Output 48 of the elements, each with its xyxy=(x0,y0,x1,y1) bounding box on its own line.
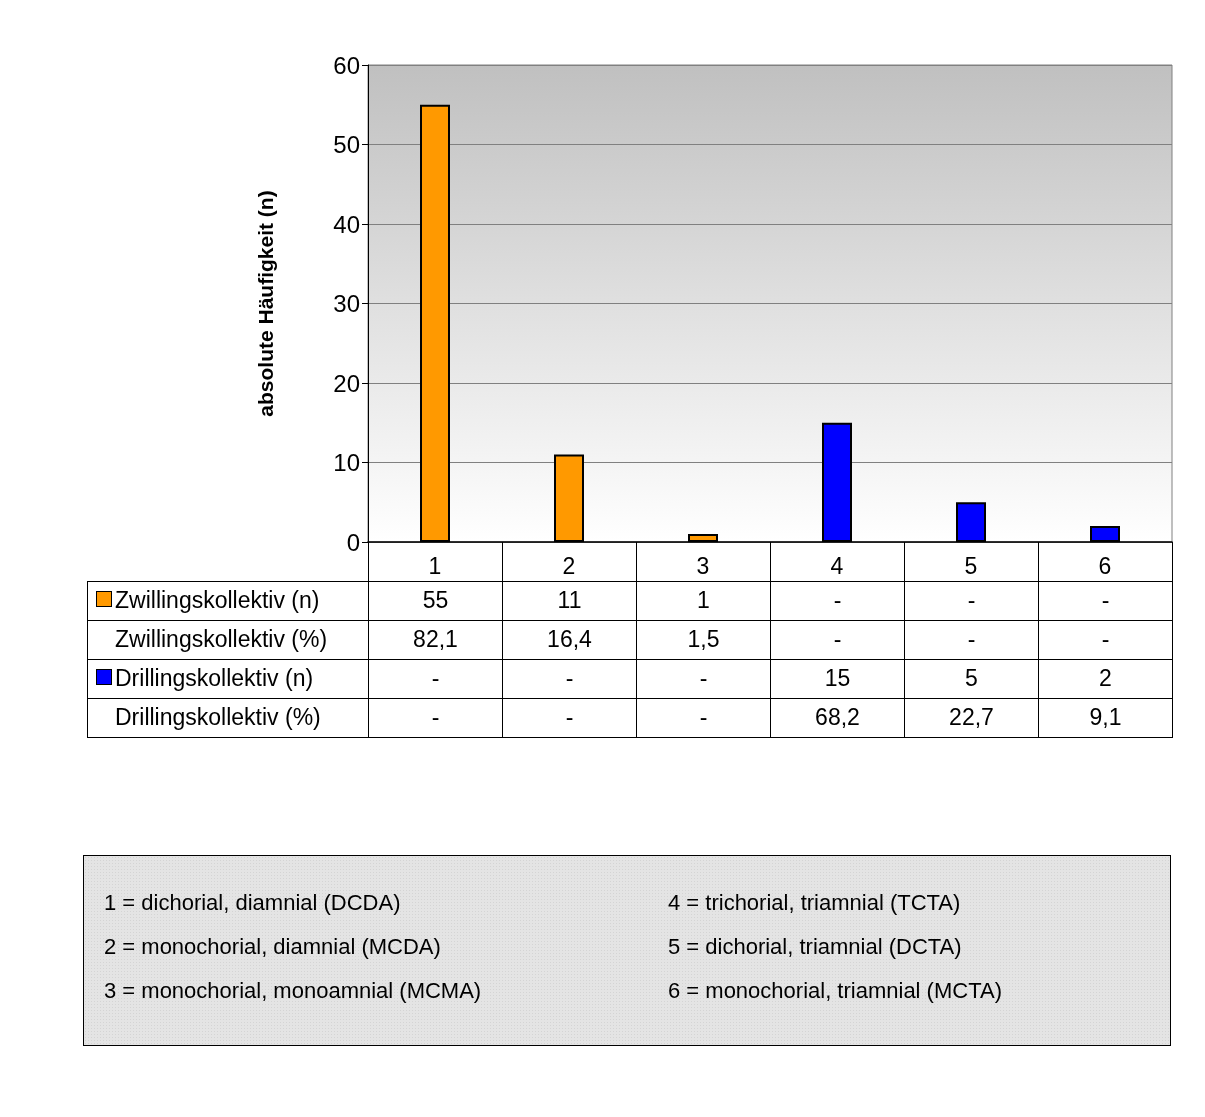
data-label: 11 xyxy=(502,581,637,620)
text: - xyxy=(699,665,708,691)
y-tick-label: 60 xyxy=(333,51,360,79)
text: - xyxy=(636,698,771,737)
legend-label: Zwillingskollektiv (n) xyxy=(87,581,369,620)
legend-label: Drillingskollektiv (n) xyxy=(87,659,369,698)
text: 3 = monochorial, monoamnial (MCMA) xyxy=(104,978,482,1004)
text: - xyxy=(833,587,842,613)
text: 9,1 xyxy=(1038,698,1173,737)
data-label: 1 xyxy=(636,581,771,620)
text: - xyxy=(770,620,905,659)
x-tick-label: 5 xyxy=(964,552,978,579)
text: 16,4 xyxy=(502,620,637,659)
text: 2 = monochorial, diamnial (MCDA) xyxy=(104,934,441,960)
text: - xyxy=(1038,620,1173,659)
x-tick-label: 6 xyxy=(1098,552,1112,579)
text: 5 = dichorial, triamnial (DCTA) xyxy=(668,934,962,960)
y-tick-label: 0 xyxy=(346,528,360,556)
text: Drillingskollektiv (%) xyxy=(87,698,369,737)
y-axis-title: absolute Häufigkeit (n) xyxy=(254,190,277,417)
text: 68,2 xyxy=(770,698,905,737)
text: - xyxy=(967,587,976,613)
data-label: 2 xyxy=(1038,659,1173,698)
text: 1,5 xyxy=(636,620,771,659)
data-label: 55 xyxy=(368,581,503,620)
y-tick-label: 40 xyxy=(333,210,360,238)
text: - xyxy=(368,698,503,737)
text: - xyxy=(1101,587,1110,613)
x-tick-label: 3 xyxy=(696,552,710,579)
text: 82,1 xyxy=(368,620,503,659)
text: 22,7 xyxy=(904,698,1039,737)
x-tick-label: 1 xyxy=(428,552,442,579)
y-tick-label: 10 xyxy=(333,449,360,476)
y-tick-label: 50 xyxy=(333,131,360,158)
text: 6 = monochorial, triamnial (MCTA) xyxy=(668,978,1002,1004)
data-label: 15 xyxy=(770,659,905,698)
text: 1 = dichorial, diamnial (DCDA) xyxy=(104,890,401,916)
text: - xyxy=(904,620,1039,659)
x-tick-label: 4 xyxy=(830,552,844,579)
y-tick-label: 20 xyxy=(333,369,360,397)
text: - xyxy=(565,665,574,691)
x-tick-label: 2 xyxy=(562,552,576,579)
y-tick-label: 30 xyxy=(333,290,360,317)
text: Zwillingskollektiv (%) xyxy=(87,620,369,659)
text: - xyxy=(431,665,440,691)
text: 4 = trichorial, triamnial (TCTA) xyxy=(668,890,961,916)
data-label: 5 xyxy=(904,659,1039,698)
text: - xyxy=(502,698,637,737)
